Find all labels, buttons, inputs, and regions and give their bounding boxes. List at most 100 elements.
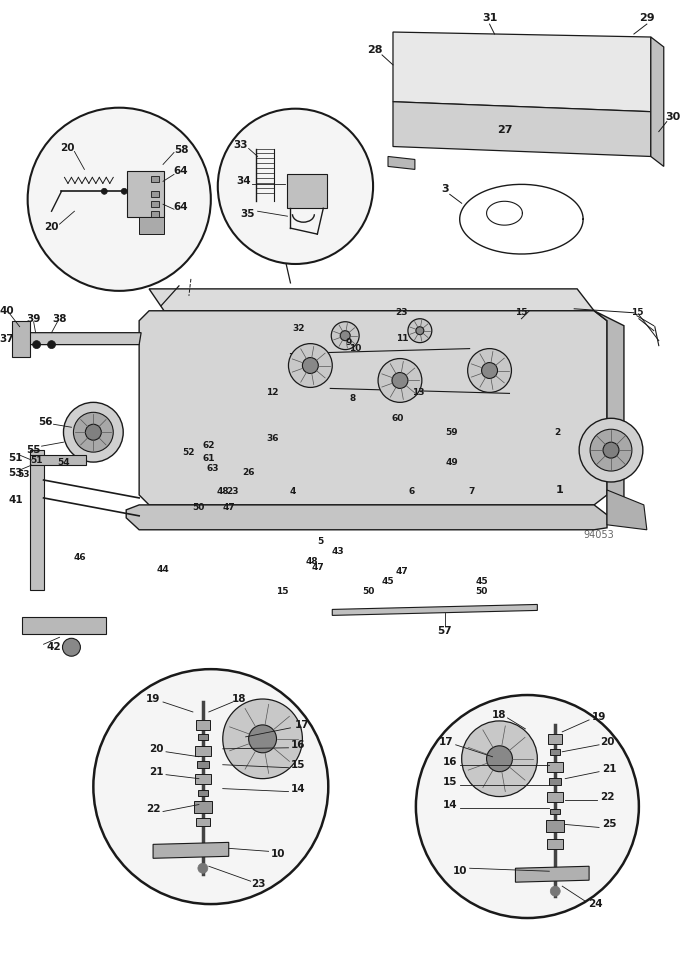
Text: 45: 45 — [381, 577, 394, 586]
Text: 9: 9 — [345, 338, 352, 347]
Bar — [151, 211, 159, 218]
Text: 34: 34 — [237, 176, 251, 187]
Text: 64: 64 — [173, 202, 188, 212]
Bar — [548, 734, 562, 743]
Text: 15: 15 — [443, 776, 457, 787]
Polygon shape — [149, 289, 594, 311]
Text: 53: 53 — [18, 470, 30, 479]
Text: 32: 32 — [292, 325, 305, 333]
Bar — [547, 792, 563, 801]
Polygon shape — [515, 867, 589, 882]
Text: 48: 48 — [216, 487, 229, 497]
Text: 51: 51 — [8, 454, 23, 463]
Text: 54: 54 — [57, 457, 70, 467]
Polygon shape — [22, 617, 106, 635]
Circle shape — [33, 341, 41, 349]
Text: 23: 23 — [226, 487, 239, 497]
Text: 5: 5 — [317, 537, 324, 546]
Text: 15: 15 — [291, 760, 306, 769]
Polygon shape — [333, 605, 537, 615]
Text: 36: 36 — [267, 433, 279, 443]
Text: 60: 60 — [392, 414, 404, 423]
Circle shape — [73, 412, 114, 453]
Polygon shape — [12, 321, 30, 356]
Text: 20: 20 — [600, 737, 614, 747]
Bar — [196, 720, 210, 730]
Text: 48: 48 — [306, 558, 319, 566]
Text: 19: 19 — [592, 712, 607, 722]
Circle shape — [101, 189, 107, 195]
Text: 94053: 94053 — [583, 530, 615, 539]
Bar — [195, 773, 211, 784]
Circle shape — [579, 418, 643, 482]
Text: 47: 47 — [312, 563, 325, 572]
Polygon shape — [607, 490, 647, 530]
Circle shape — [288, 344, 333, 387]
Text: 3: 3 — [441, 184, 449, 195]
Text: 33: 33 — [233, 140, 248, 149]
Circle shape — [121, 189, 127, 195]
Text: 51: 51 — [31, 455, 43, 464]
Text: 61: 61 — [203, 454, 215, 462]
Text: 12: 12 — [267, 388, 279, 397]
Bar — [198, 790, 208, 795]
Polygon shape — [651, 37, 664, 167]
Bar — [30, 450, 44, 589]
Text: 24: 24 — [588, 899, 602, 909]
Text: 18: 18 — [231, 694, 246, 704]
Text: 7: 7 — [469, 487, 475, 497]
Circle shape — [462, 721, 537, 796]
Text: 2: 2 — [554, 428, 560, 437]
Text: 39: 39 — [27, 314, 41, 324]
Text: 20: 20 — [149, 743, 163, 754]
Bar — [195, 745, 211, 756]
Text: 23: 23 — [252, 879, 266, 889]
Circle shape — [303, 357, 318, 374]
Circle shape — [550, 886, 560, 897]
Text: 59: 59 — [445, 428, 458, 437]
Text: 10: 10 — [271, 849, 286, 859]
Text: 6: 6 — [409, 487, 415, 497]
Text: 27: 27 — [496, 124, 512, 135]
Polygon shape — [288, 174, 327, 208]
Text: 41: 41 — [8, 495, 23, 505]
Polygon shape — [139, 218, 164, 234]
Circle shape — [86, 425, 101, 440]
Circle shape — [48, 341, 56, 349]
Text: 19: 19 — [146, 694, 160, 704]
Text: 10: 10 — [349, 344, 361, 353]
Text: 16: 16 — [291, 740, 306, 750]
Text: 55: 55 — [27, 445, 41, 455]
Text: 50: 50 — [362, 587, 374, 596]
Bar — [547, 840, 563, 849]
Polygon shape — [126, 505, 607, 530]
Circle shape — [249, 725, 277, 753]
Circle shape — [416, 326, 424, 335]
Text: 56: 56 — [38, 417, 53, 428]
Circle shape — [590, 429, 632, 471]
Text: 21: 21 — [149, 767, 163, 777]
Polygon shape — [594, 311, 624, 515]
Bar — [151, 201, 159, 207]
Circle shape — [468, 349, 511, 392]
Circle shape — [223, 699, 303, 779]
Text: 16: 16 — [443, 757, 457, 767]
Text: 17: 17 — [295, 720, 309, 730]
Polygon shape — [30, 455, 86, 465]
Bar — [198, 734, 208, 740]
Circle shape — [378, 358, 422, 403]
Bar — [151, 192, 159, 197]
Text: 21: 21 — [602, 764, 616, 773]
Bar — [550, 809, 560, 815]
Circle shape — [218, 109, 373, 264]
Text: 35: 35 — [241, 209, 255, 220]
Circle shape — [416, 695, 639, 918]
Circle shape — [481, 362, 498, 378]
Text: 52: 52 — [183, 448, 195, 456]
Text: 14: 14 — [443, 799, 457, 810]
Text: 15: 15 — [276, 587, 289, 596]
Text: 50: 50 — [192, 504, 205, 512]
Polygon shape — [127, 171, 164, 218]
Circle shape — [487, 745, 513, 771]
Text: 53: 53 — [8, 468, 23, 478]
